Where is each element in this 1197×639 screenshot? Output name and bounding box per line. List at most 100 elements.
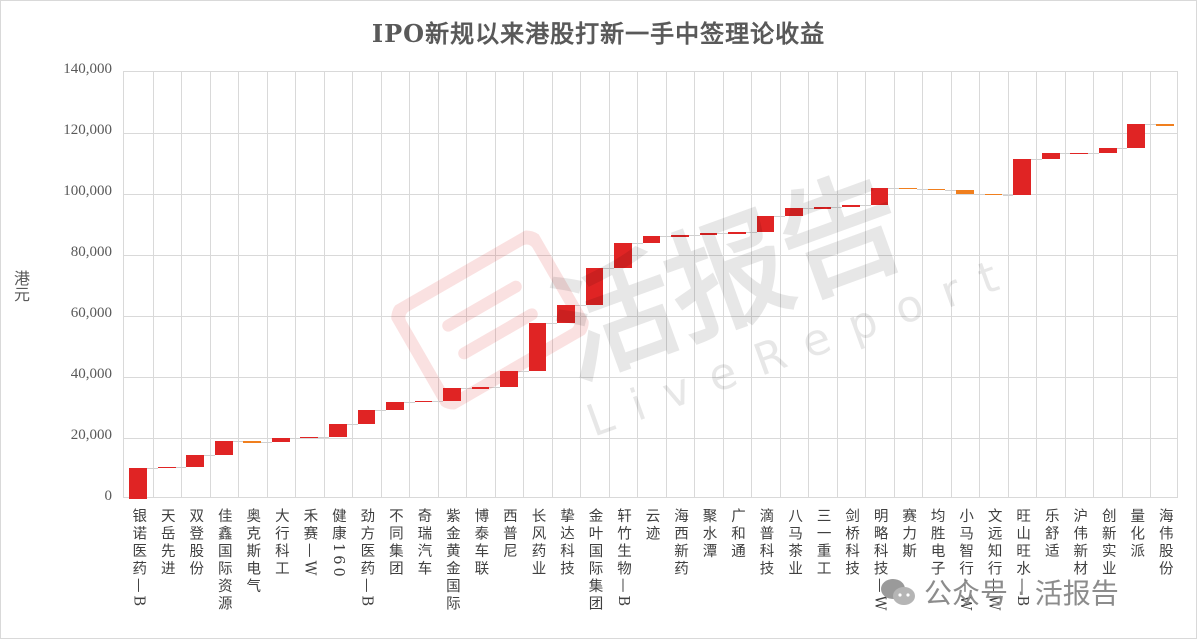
waterfall-bar [414, 400, 433, 403]
connector-line [831, 207, 843, 209]
connector-line [403, 401, 415, 403]
waterfall-bar [1041, 153, 1060, 159]
v-gridline [380, 72, 382, 497]
x-tick-label: 天岳先进 [158, 508, 175, 578]
y-axis-label: 港元 [11, 270, 30, 302]
connector-line [432, 400, 444, 402]
v-gridline [1036, 72, 1038, 497]
v-gridline [523, 72, 525, 497]
x-tick-label: 长风药业 [529, 508, 546, 578]
x-tick-label: 不同集团 [386, 508, 403, 578]
waterfall-bar [728, 232, 746, 234]
plot-area [123, 71, 1178, 499]
v-gridline [551, 72, 553, 497]
waterfall-bar [614, 243, 632, 269]
x-tick-label: 八马茶业 [786, 508, 803, 578]
x-tick-label: 挚达科技 [557, 508, 574, 578]
h-gridline [124, 438, 1177, 439]
v-gridline [637, 72, 639, 497]
connector-line [945, 189, 957, 191]
connector-line [175, 466, 187, 468]
waterfall-bar [471, 387, 490, 389]
connector-line [204, 454, 215, 456]
waterfall-bar [243, 441, 262, 443]
y-tick-label: 60,000 [70, 305, 112, 321]
waterfall-bar [671, 235, 689, 237]
waterfall-bar [842, 204, 860, 208]
x-tick-label: 小马智行—W [957, 508, 974, 614]
v-gridline [665, 72, 667, 497]
y-tick-label: 40,000 [70, 366, 112, 382]
connector-line [489, 387, 501, 389]
waterfall-bar [1155, 124, 1174, 126]
connector-line [973, 193, 985, 195]
connector-line [717, 233, 729, 235]
h-gridline [124, 133, 1177, 134]
waterfall-bar [756, 215, 775, 233]
v-gridline [893, 72, 895, 497]
waterfall-bar [642, 236, 661, 244]
x-tick-label: 奥克斯电气 [244, 508, 261, 596]
connector-line [546, 323, 558, 325]
waterfall-bar [1070, 152, 1089, 155]
waterfall-bar [557, 305, 575, 324]
connector-line [147, 467, 158, 469]
waterfall-bar [984, 193, 1003, 196]
x-tick-label: 海伟股份 [1156, 508, 1173, 578]
v-gridline [608, 72, 610, 497]
connector-line [289, 437, 301, 439]
v-gridline [808, 72, 810, 497]
x-tick-label: 云迹 [643, 508, 660, 543]
v-gridline [979, 72, 981, 497]
connector-line [1059, 153, 1071, 155]
connector-line [888, 187, 900, 189]
connector-line [745, 232, 757, 234]
h-gridline [124, 255, 1177, 256]
connector-line [660, 236, 672, 238]
x-tick-label: 健康160 [329, 508, 346, 580]
v-gridline [865, 72, 867, 497]
x-tick-label: 奇瑞汽车 [415, 508, 432, 578]
waterfall-bar [271, 437, 290, 442]
y-tick-label: 20,000 [70, 427, 112, 443]
connector-line [1145, 124, 1156, 126]
v-gridline [836, 72, 838, 497]
y-tick-label: 80,000 [70, 244, 112, 260]
x-tick-label: 金叶国际集团 [586, 508, 603, 613]
connector-line [631, 243, 643, 245]
v-gridline [950, 72, 952, 497]
h-gridline [124, 194, 1177, 195]
v-gridline [580, 72, 582, 497]
waterfall-bar [1127, 124, 1146, 148]
wechat-footer-text: 公众号 · 活报告 [924, 577, 1119, 610]
waterfall-bar [1013, 158, 1031, 195]
y-tick-label: 140,000 [63, 61, 112, 77]
wechat-footer: 公众号 · 活报告 [880, 572, 1119, 612]
connector-line [517, 371, 529, 373]
v-gridline [152, 72, 154, 497]
x-tick-label: 聚水潭 [700, 508, 717, 561]
waterfall-bar [300, 436, 319, 439]
x-tick-label: 银诺医药—B [130, 508, 147, 610]
x-tick-label: 文远知行—W [985, 508, 1002, 614]
x-tick-label: 双登股份 [187, 508, 204, 578]
waterfall-bar [870, 187, 889, 205]
connector-line [232, 441, 244, 443]
x-tick-label: 量化派 [1128, 508, 1145, 561]
h-gridline [124, 316, 1177, 317]
x-tick-label: 滴普科技 [757, 508, 774, 578]
v-gridline [209, 72, 211, 497]
connector-line [460, 387, 472, 389]
chart-title: IPO新规以来港股打新一手中签理论收益 [371, 19, 826, 48]
v-gridline [494, 72, 496, 497]
v-gridline [1064, 72, 1066, 497]
waterfall-bar [357, 409, 376, 424]
x-tick-label: 博泰车联 [472, 508, 489, 578]
v-gridline [922, 72, 924, 497]
connector-line [1002, 194, 1014, 196]
connector-line [1088, 152, 1099, 154]
waterfall-bar [157, 466, 176, 469]
y-tick-label: 100,000 [63, 183, 112, 199]
v-gridline [437, 72, 439, 497]
